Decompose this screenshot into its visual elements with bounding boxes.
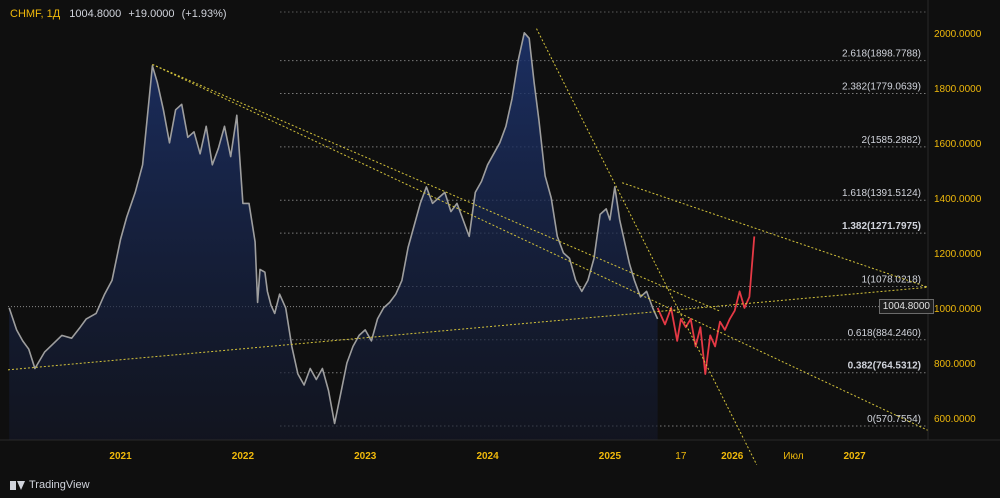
x-axis-tick-label: 2023 [354, 451, 377, 462]
x-axis-tick-label: 2025 [599, 451, 622, 462]
current-price-value: 1004.8000 [69, 8, 122, 20]
fib-level-label: 2(1585.2882) [862, 135, 922, 146]
y-axis-tick-label: 1200.0000 [934, 249, 982, 260]
forecast-series-line [656, 236, 756, 375]
tradingview-branding[interactable]: TradingView [10, 479, 90, 491]
y-axis-tick-label: 2000.0000 [934, 29, 982, 40]
x-axis-tick-label: 2026 [721, 451, 744, 462]
fib-level-label: 2.618(1898.7788) [842, 49, 921, 60]
tradingview-logo-icon [10, 480, 25, 490]
trendline [536, 28, 758, 465]
trendline [621, 182, 929, 288]
fib-level-label: 0(570.7554) [867, 414, 921, 425]
x-axis-tick-label: 2024 [476, 451, 499, 462]
fib-level-label: 0.618(884.2460) [848, 328, 921, 339]
x-axis-tick-label: 2021 [109, 451, 132, 462]
price-series-line [8, 31, 659, 425]
x-axis-tick-label: Июл [783, 451, 803, 462]
y-axis-tick-label: 800.0000 [934, 359, 976, 370]
fib-level-label: 1.618(1391.5124) [842, 188, 921, 199]
x-axis-tick-label: 2027 [843, 451, 866, 462]
x-axis-tick-label: 2022 [232, 451, 255, 462]
y-axis-tick-label: 1800.0000 [934, 84, 982, 95]
trendline [152, 63, 929, 431]
price-change-value: +19.0000 [128, 8, 175, 20]
current-price-tag: 1004.8000 [878, 298, 934, 314]
y-axis-tick-label: 1400.0000 [934, 194, 982, 205]
price-change-percent: (+1.93%) [181, 8, 227, 20]
tradingview-label: TradingView [29, 479, 90, 491]
symbol-label[interactable]: CHMF, 1Д [10, 8, 61, 20]
y-axis-tick-label: 600.0000 [934, 414, 976, 425]
y-axis-tick-label: 1000.0000 [934, 304, 982, 315]
fib-level-label: 1.382(1271.7975) [842, 221, 921, 232]
trendline [7, 286, 929, 371]
x-axis-tick-label: 17 [675, 451, 687, 462]
trendline [152, 63, 721, 312]
fib-level-label: 1(1078.0218) [862, 274, 922, 285]
y-axis-tick-label: 1600.0000 [934, 139, 982, 150]
symbol-header: CHMF, 1Д 1004.8000 +19.0000 (+1.93%) [10, 8, 227, 20]
fib-level-label: 0.382(764.5312) [848, 361, 921, 372]
fib-level-label: 2.382(1779.0639) [842, 82, 921, 93]
